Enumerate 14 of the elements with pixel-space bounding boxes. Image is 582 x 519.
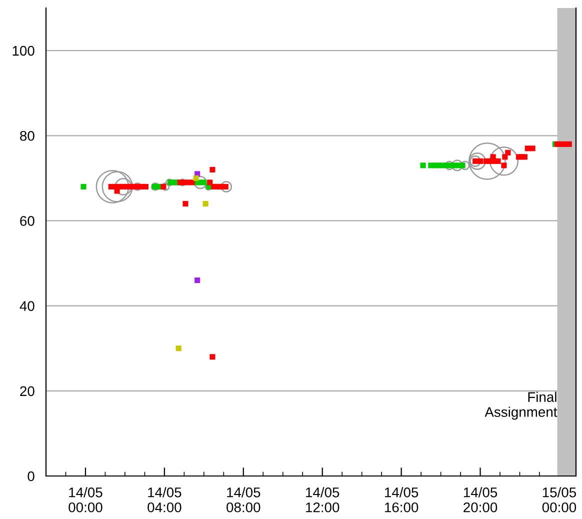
- x-tick-label: 14/05 00:00: [68, 487, 102, 512]
- y-tick-label: 60: [20, 216, 34, 226]
- y-tick-label: 0: [28, 471, 34, 482]
- band-label: Final Assignment: [484, 392, 558, 420]
- y-tick-label: 20: [20, 386, 34, 396]
- x-tick-label: 14/05 04:00: [148, 487, 182, 512]
- x-tick-label: 14/05 12:00: [306, 487, 340, 512]
- x-tick-label: 14/05 08:00: [226, 487, 260, 512]
- y-tick-label: 80: [20, 130, 34, 141]
- x-tick-label: 15/05 00:00: [542, 487, 576, 512]
- y-tick-label: 40: [20, 301, 34, 311]
- y-tick-label: 100: [12, 46, 34, 56]
- x-tick-label: 14/05 16:00: [384, 487, 418, 512]
- x-tick-label: 14/05 20:00: [464, 487, 498, 512]
